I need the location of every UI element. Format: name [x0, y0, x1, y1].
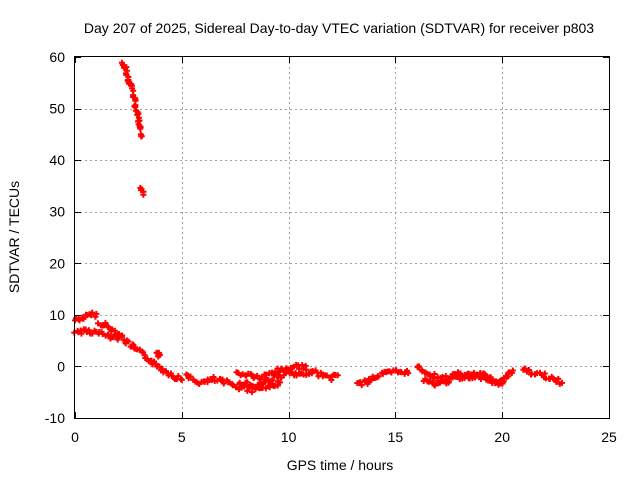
- data-point: [559, 379, 566, 386]
- grid: [75, 57, 609, 418]
- data-point: [155, 353, 162, 360]
- data-points: [71, 59, 566, 396]
- data-point: [137, 125, 144, 132]
- data-point: [509, 367, 516, 374]
- data-point: [80, 315, 87, 322]
- data-point: [358, 382, 365, 389]
- data-point: [220, 380, 227, 387]
- data-point: [277, 379, 284, 386]
- data-point: [549, 375, 556, 382]
- y-tick-label: -10: [45, 410, 65, 426]
- data-point: [477, 376, 484, 383]
- data-point: [153, 349, 160, 356]
- data-point: [500, 378, 507, 385]
- data-point: [132, 102, 139, 109]
- data-point: [187, 373, 194, 380]
- x-axis-label: GPS time / hours: [287, 457, 394, 473]
- y-axis-label: SDTVAR / TECUs: [6, 181, 22, 293]
- data-point: [495, 381, 502, 388]
- y-tick-label: 0: [57, 358, 65, 374]
- y-tick-label: 60: [49, 49, 65, 65]
- data-point: [405, 370, 412, 377]
- x-tick-label: 20: [494, 429, 510, 445]
- data-point: [368, 377, 375, 384]
- data-point: [445, 378, 452, 385]
- data-point: [248, 389, 255, 396]
- x-tick-label: 5: [178, 429, 186, 445]
- data-point: [487, 374, 494, 381]
- x-tick-label: 0: [71, 429, 79, 445]
- chart-title: Day 207 of 2025, Sidereal Day-to-day VTE…: [84, 20, 594, 36]
- data-point: [431, 382, 438, 389]
- y-tick-label: 40: [49, 152, 65, 168]
- data-point: [125, 338, 132, 345]
- x-axis: 0 5 10 15 20 25: [71, 57, 617, 445]
- data-point: [132, 96, 139, 103]
- x-tick-label: 15: [388, 429, 404, 445]
- data-point: [210, 373, 217, 380]
- data-point: [229, 382, 236, 389]
- data-point: [364, 380, 371, 387]
- data-point: [156, 363, 163, 370]
- data-point: [138, 133, 145, 140]
- data-point: [280, 372, 287, 379]
- data-point: [525, 367, 532, 374]
- data-point: [99, 331, 106, 338]
- data-point: [521, 365, 528, 372]
- data-point: [541, 370, 548, 377]
- data-point: [85, 327, 92, 334]
- y-tick-label: 10: [49, 307, 65, 323]
- data-point: [334, 372, 341, 379]
- data-point: [375, 373, 382, 380]
- data-point: [118, 333, 125, 340]
- x-tick-label: 25: [601, 429, 617, 445]
- data-point: [263, 371, 270, 378]
- data-point: [269, 377, 276, 384]
- plot-frame: [74, 56, 610, 419]
- data-point: [178, 376, 185, 383]
- data-point: [302, 362, 309, 369]
- data-point: [175, 373, 182, 380]
- y-axis: -10 0 10 20 30 40 50 60: [45, 49, 609, 426]
- y-tick-label: 50: [49, 101, 65, 117]
- data-point: [415, 363, 422, 370]
- data-point: [140, 191, 147, 198]
- x-tick-label: 10: [281, 429, 297, 445]
- data-point: [89, 309, 96, 316]
- data-point: [555, 375, 562, 382]
- data-point: [93, 310, 100, 317]
- data-point: [78, 330, 85, 337]
- y-tick-label: 20: [49, 255, 65, 271]
- data-point: [503, 374, 510, 381]
- y-tick-label: 30: [49, 204, 65, 220]
